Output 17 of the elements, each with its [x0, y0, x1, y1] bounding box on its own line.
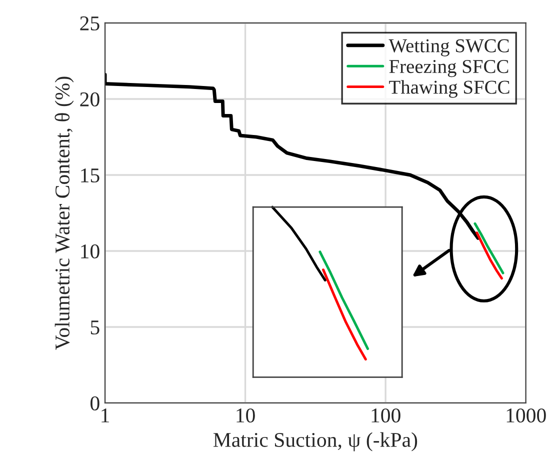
legend-label: Thawing SFCC [389, 80, 510, 98]
y-tick-label: 25 [80, 16, 100, 30]
x-axis-title: Matric Suction, ψ (-kPa) [213, 432, 418, 452]
x-tick-label: 1000 [506, 408, 546, 423]
y-tick-label: 10 [81, 244, 100, 258]
y-tick-label: 5 [90, 320, 100, 334]
y-tick-label: 15 [81, 168, 100, 182]
x-tick-label: 10 [236, 408, 255, 423]
legend-label: Wetting SWCC [388, 39, 509, 56]
x-tick-label: 1 [102, 408, 109, 422]
y-axis-title: Volumetric Water Content, θ (%) [54, 76, 74, 350]
y-tick-label: 20 [80, 92, 100, 106]
y-tick-label: 0 [90, 396, 100, 410]
line-series [474, 222, 504, 274]
x-tick-label: 100 [372, 408, 400, 423]
line-series [476, 232, 503, 280]
legend-label: Freezing SFCC [389, 60, 508, 78]
